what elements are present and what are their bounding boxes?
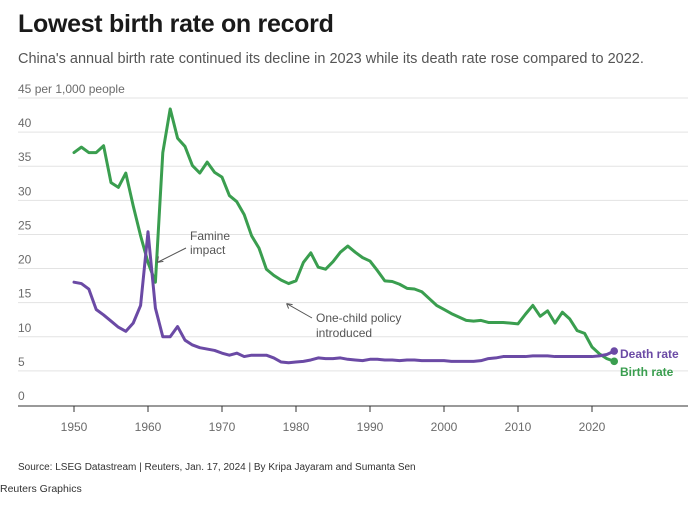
y-axis-unit-label: 45 per 1,000 people — [18, 82, 125, 96]
graphics-credit: Reuters Graphics — [0, 483, 82, 495]
y-tick-label-0: 0 — [18, 389, 25, 403]
y-tick-label-15: 15 — [18, 287, 32, 301]
line-chart: 0 5 10 15 20 25 30 35 40 45 per 1,000 people 1950 1… — [18, 82, 688, 434]
gridlines — [18, 97, 688, 372]
y-tick-label-25: 25 — [18, 218, 32, 232]
annotation-famine-line-1: Famine — [190, 229, 230, 243]
series-lines — [72, 107, 618, 366]
y-tick-label-5: 5 — [18, 355, 25, 369]
x-tick-label-1970: 1970 — [209, 420, 236, 434]
y-tick-label-30: 30 — [18, 184, 32, 198]
y-tick-label-40: 40 — [18, 116, 32, 130]
birth-rate-line — [72, 107, 616, 363]
annotation-famine-line-2: impact — [190, 243, 226, 257]
x-tick-label-1990: 1990 — [357, 420, 384, 434]
y-tick-label-35: 35 — [18, 150, 32, 164]
x-tick-label-2000: 2000 — [431, 420, 458, 434]
death-rate-end-dot — [610, 347, 618, 355]
death-rate-line — [72, 230, 616, 365]
y-tick-label-45: 45 — [18, 82, 32, 96]
annotation-one-child-line-2: introduced — [316, 326, 372, 340]
y-tick-label-10: 10 — [18, 321, 32, 335]
annotation-one-child-arrowhead — [286, 303, 293, 309]
chart-title: Lowest birth rate on record — [18, 10, 334, 38]
chart-subtitle: China's annual birth rate continued its … — [18, 51, 644, 67]
annotation-famine-arrow — [157, 247, 187, 263]
annotation-one-child-line-1: One-child policy — [316, 311, 401, 325]
birth-rate-end-dot — [610, 357, 618, 366]
x-tick-label-2020: 2020 — [579, 420, 606, 434]
annotation-famine-arrowhead — [156, 256, 164, 263]
x-tick-label-1980: 1980 — [283, 420, 310, 434]
legend: Birth rate Death rate — [620, 347, 679, 379]
x-tick-label-2010: 2010 — [505, 420, 532, 434]
annotation-one-child-arrow — [286, 303, 313, 319]
x-tick-label-1960: 1960 — [135, 420, 162, 434]
y-unit-text: per 1,000 people — [31, 82, 125, 96]
x-tick-label-1950: 1950 — [61, 420, 88, 434]
legend-label-birth-rate: Birth rate — [620, 365, 674, 379]
source-note: Source: LSEG Datastream | Reuters, Jan. … — [18, 462, 416, 473]
y-tick-label-20: 20 — [18, 253, 32, 267]
axes: 0 5 10 15 20 25 30 35 40 45 per 1,000 people 1950 1… — [18, 82, 688, 434]
legend-label-death-rate: Death rate — [620, 347, 679, 361]
